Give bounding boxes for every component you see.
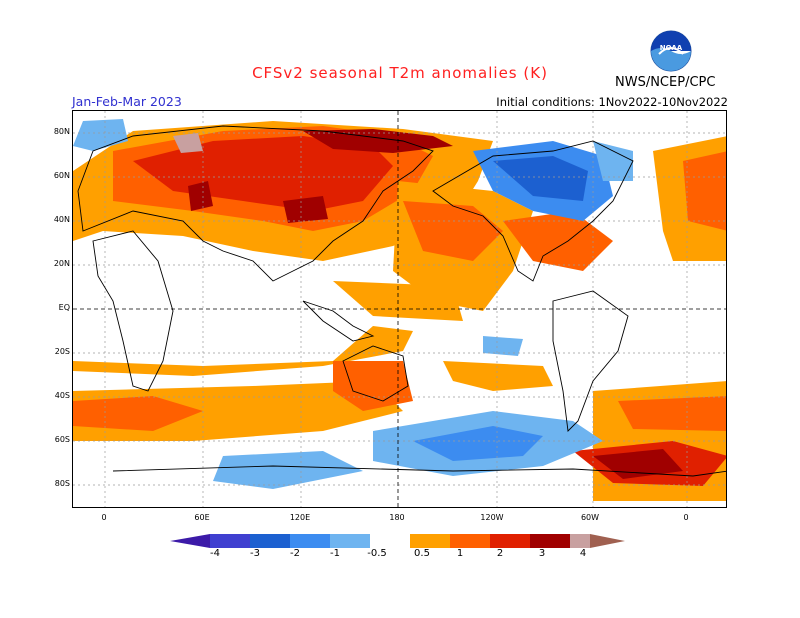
initial-conditions: Initial conditions: 1Nov2022-10Nov2022 xyxy=(496,95,728,109)
lat-label: 40S xyxy=(54,391,70,400)
colorbar-swatch xyxy=(570,534,590,548)
colorbar-label: -1 xyxy=(330,548,340,559)
lon-label: 120E xyxy=(289,513,311,522)
colorbar-label: 4 xyxy=(579,548,587,559)
warm-anomaly-north xyxy=(73,121,726,261)
colorbar-swatch xyxy=(450,534,490,548)
warm-anomaly-pacific xyxy=(333,181,613,321)
colorbar-label: 1 xyxy=(456,548,464,559)
lon-label: 0 xyxy=(683,513,689,522)
colorbar xyxy=(170,534,625,548)
lon-label: 60E xyxy=(194,513,210,522)
lat-label: EQ xyxy=(58,303,70,312)
lat-label: 20S xyxy=(54,347,70,356)
lat-label: 60N xyxy=(53,171,70,180)
colorbar-label: -2 xyxy=(290,548,300,559)
noaa-logo: NOAA xyxy=(650,30,692,72)
lat-label: 40N xyxy=(53,215,70,224)
colorbar-swatch xyxy=(590,534,625,548)
colorbar-swatch xyxy=(410,534,450,548)
colorbar-label: 0.5 xyxy=(414,548,430,559)
colorbar-swatch xyxy=(210,534,250,548)
agency-label: NWS/NCEP/CPC xyxy=(615,75,716,90)
map-gridlines xyxy=(73,111,726,507)
colorbar-swatch xyxy=(490,534,530,548)
colorbar-label: 2 xyxy=(496,548,504,559)
lat-label: 80S xyxy=(54,479,70,488)
colorbar-swatch xyxy=(330,534,370,548)
map-title: CFSv2 seasonal T2m anomalies (K) xyxy=(252,64,548,82)
colorbar-swatch xyxy=(290,534,330,548)
colorbar-label: -4 xyxy=(210,548,220,559)
lon-label: 60W xyxy=(580,513,600,522)
svg-text:NOAA: NOAA xyxy=(660,44,683,52)
cool-anomaly-south xyxy=(213,336,603,489)
colorbar-label: 3 xyxy=(538,548,546,559)
colorbar-swatch xyxy=(370,534,410,548)
colorbar-label: -3 xyxy=(250,548,260,559)
map-reference-lines xyxy=(73,111,726,507)
lat-label: 20N xyxy=(53,259,70,268)
lat-label: 80N xyxy=(53,127,70,136)
cool-anomaly-north-america xyxy=(73,119,633,221)
map-canvas xyxy=(73,111,726,507)
lon-label: 180 xyxy=(389,513,405,522)
lon-label: 120W xyxy=(480,513,504,522)
lat-label: 60S xyxy=(54,435,70,444)
colorbar-swatch xyxy=(530,534,570,548)
lon-label: 0 xyxy=(101,513,107,522)
coastlines xyxy=(77,125,726,477)
colorbar-swatch xyxy=(250,534,290,548)
anomaly-map xyxy=(72,110,727,508)
colorbar-swatch xyxy=(170,534,210,548)
colorbar-label: -0.5 xyxy=(367,548,387,559)
forecast-period: Jan-Feb-Mar 2023 xyxy=(72,94,182,109)
